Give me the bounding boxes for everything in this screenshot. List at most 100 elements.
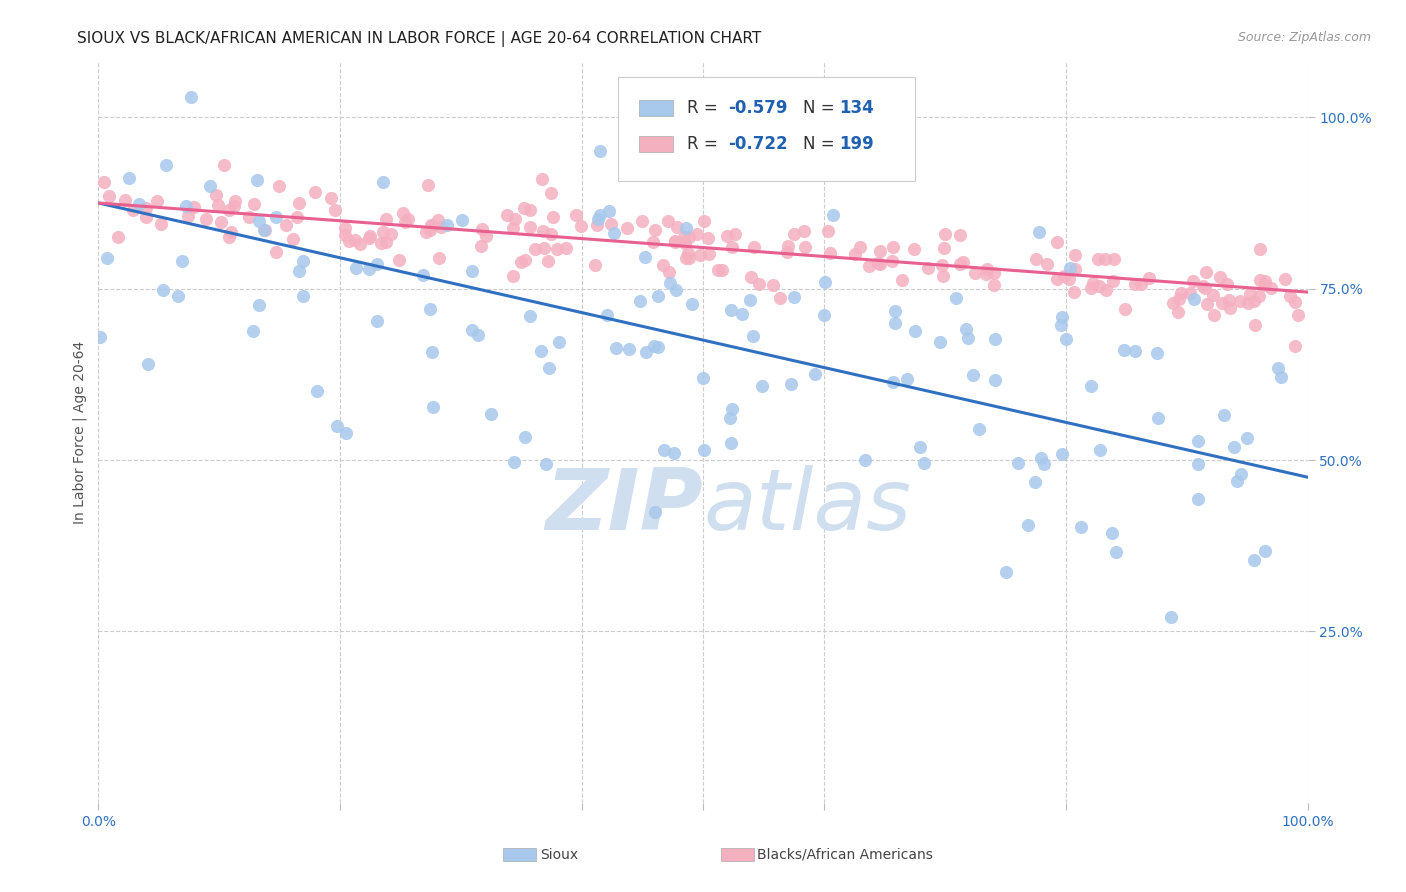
Point [586, 211, 609, 226]
Point [349, 237, 371, 252]
Point [515, 430, 537, 444]
Point [1236, 296, 1258, 310]
Point [605, 342, 627, 356]
Point [858, 259, 880, 273]
Point [121, 203, 143, 218]
Point [380, 227, 402, 242]
Point [326, 419, 349, 434]
Point [502, 220, 524, 235]
Point [1114, 302, 1136, 317]
Point [537, 361, 560, 376]
Point [1028, 226, 1050, 240]
Point [740, 270, 762, 285]
Point [89, 330, 111, 344]
Point [285, 211, 308, 225]
Point [304, 185, 326, 199]
Point [419, 218, 441, 232]
Point [983, 266, 1005, 280]
Point [1254, 544, 1277, 558]
Point [1080, 378, 1102, 392]
Point [1163, 296, 1185, 310]
Point [209, 215, 232, 229]
Point [509, 255, 531, 269]
Point [366, 257, 388, 271]
Point [253, 223, 276, 237]
Point [1101, 274, 1123, 288]
Point [1229, 294, 1251, 309]
Point [1211, 296, 1233, 310]
Point [882, 375, 904, 389]
Point [1081, 276, 1104, 290]
Bar [638, 136, 673, 152]
Point [266, 244, 288, 259]
Point [1181, 274, 1204, 288]
Point [146, 194, 169, 208]
Point [891, 273, 914, 287]
Point [167, 289, 190, 303]
Point [117, 170, 139, 185]
Point [1286, 308, 1309, 322]
Point [1094, 252, 1116, 266]
Point [523, 243, 546, 257]
Bar [638, 100, 673, 117]
Point [965, 266, 987, 280]
Point [1050, 447, 1073, 461]
Point [813, 275, 835, 289]
Point [1094, 283, 1116, 297]
Point [710, 263, 733, 277]
Point [903, 324, 925, 338]
Point [1197, 296, 1219, 310]
Point [931, 258, 953, 272]
Point [1254, 278, 1277, 293]
Point [531, 172, 554, 186]
Point [1249, 242, 1271, 256]
Point [976, 261, 998, 276]
Point [908, 440, 931, 454]
Point [1243, 318, 1265, 333]
Point [1088, 442, 1111, 457]
Point [427, 251, 450, 265]
Point [1254, 274, 1277, 288]
Point [1243, 294, 1265, 309]
Point [218, 202, 240, 217]
Point [1270, 370, 1292, 384]
Point [419, 302, 441, 317]
Point [1284, 295, 1306, 310]
Point [238, 211, 260, 225]
Point [884, 316, 907, 330]
Point [697, 231, 720, 245]
Point [357, 231, 380, 245]
Point [242, 324, 264, 338]
Point [644, 223, 666, 237]
Point [589, 144, 612, 158]
Point [292, 253, 315, 268]
Point [1054, 332, 1077, 346]
Point [467, 328, 489, 343]
Point [665, 283, 688, 297]
Text: Sioux: Sioux [540, 847, 578, 862]
Point [647, 288, 669, 302]
Point [1267, 361, 1289, 376]
Point [1087, 252, 1109, 266]
Point [1129, 277, 1152, 292]
Point [903, 242, 925, 256]
Point [952, 255, 974, 269]
Point [751, 378, 773, 392]
Point [994, 565, 1017, 579]
Text: ZIP: ZIP [546, 465, 703, 549]
Point [1230, 467, 1253, 481]
Point [375, 235, 398, 250]
Point [335, 426, 357, 441]
Point [205, 188, 228, 202]
Point [172, 254, 194, 268]
Point [617, 342, 640, 356]
Point [664, 235, 686, 249]
Point [716, 229, 738, 244]
Point [631, 214, 654, 228]
Point [641, 235, 664, 249]
Point [359, 228, 381, 243]
Point [281, 232, 304, 246]
Point [479, 407, 502, 421]
Point [849, 240, 872, 254]
Point [882, 254, 904, 268]
